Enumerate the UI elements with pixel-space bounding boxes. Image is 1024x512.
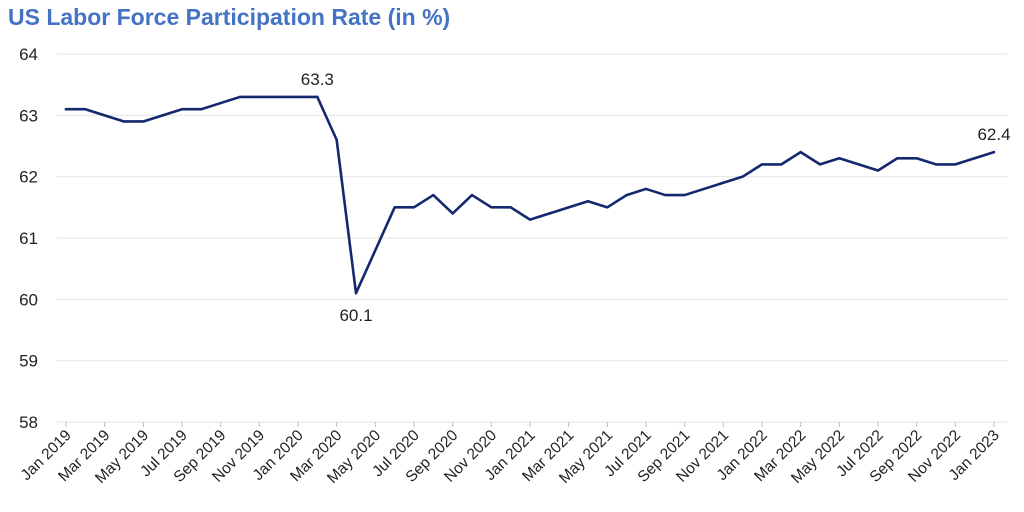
data-point	[528, 218, 532, 221]
data-point	[722, 181, 725, 184]
data-point	[567, 206, 570, 209]
data-point	[780, 163, 783, 166]
series-line	[64, 95, 996, 295]
data-point	[509, 206, 512, 209]
data-point	[316, 95, 319, 99]
y-tick-label: 63	[19, 106, 38, 125]
data-point	[683, 193, 686, 197]
data-point	[412, 206, 416, 209]
data-point	[915, 157, 918, 160]
data-point	[490, 206, 493, 209]
data-point	[432, 193, 435, 197]
series-layer	[64, 95, 996, 295]
y-axis-ticks: 58 59 60 61 62 63 64	[19, 45, 38, 432]
data-point	[934, 163, 938, 166]
data-point	[973, 157, 976, 160]
data-point	[103, 114, 106, 117]
data-point	[741, 175, 744, 178]
chart-title: US Labor Force Participation Rate (in %)	[8, 4, 451, 30]
data-point	[954, 163, 957, 166]
data-point	[393, 206, 396, 209]
data-point	[335, 138, 338, 142]
data-point	[548, 212, 551, 215]
data-point	[857, 163, 860, 166]
data-point	[799, 150, 802, 154]
data-labels: 63.3 60.1 62.4	[301, 70, 1011, 325]
data-point	[818, 163, 822, 166]
y-tick-label: 61	[19, 229, 38, 248]
data-label: 60.1	[339, 306, 372, 325]
data-point	[219, 101, 222, 105]
data-point	[277, 95, 280, 99]
data-point	[606, 206, 609, 209]
data-point	[238, 95, 242, 99]
data-point	[702, 187, 706, 191]
data-point	[664, 193, 667, 197]
data-point	[84, 108, 87, 111]
data-point	[625, 193, 628, 197]
data-label: 63.3	[301, 70, 334, 89]
y-tick-label: 58	[19, 413, 38, 432]
data-point	[992, 150, 996, 154]
data-point	[374, 249, 377, 252]
data-point	[838, 157, 841, 160]
data-point	[296, 95, 300, 99]
data-point	[142, 120, 145, 123]
data-point	[354, 292, 358, 295]
data-point	[760, 163, 764, 166]
y-tick-label: 59	[19, 352, 38, 371]
data-point	[122, 120, 126, 123]
gridlines	[57, 53, 1007, 423]
y-tick-label: 64	[19, 45, 38, 64]
data-point	[161, 114, 164, 117]
data-point	[470, 193, 474, 197]
data-point	[200, 108, 203, 111]
y-tick-label: 60	[19, 290, 38, 309]
y-tick-label: 62	[19, 168, 38, 187]
data-point	[896, 157, 899, 160]
data-point	[451, 212, 454, 215]
data-point	[586, 200, 590, 203]
data-point	[180, 108, 184, 111]
data-point	[64, 108, 68, 111]
data-point	[644, 187, 648, 191]
data-point	[258, 95, 261, 99]
data-label: 62.4	[977, 125, 1010, 144]
data-point	[876, 169, 880, 172]
